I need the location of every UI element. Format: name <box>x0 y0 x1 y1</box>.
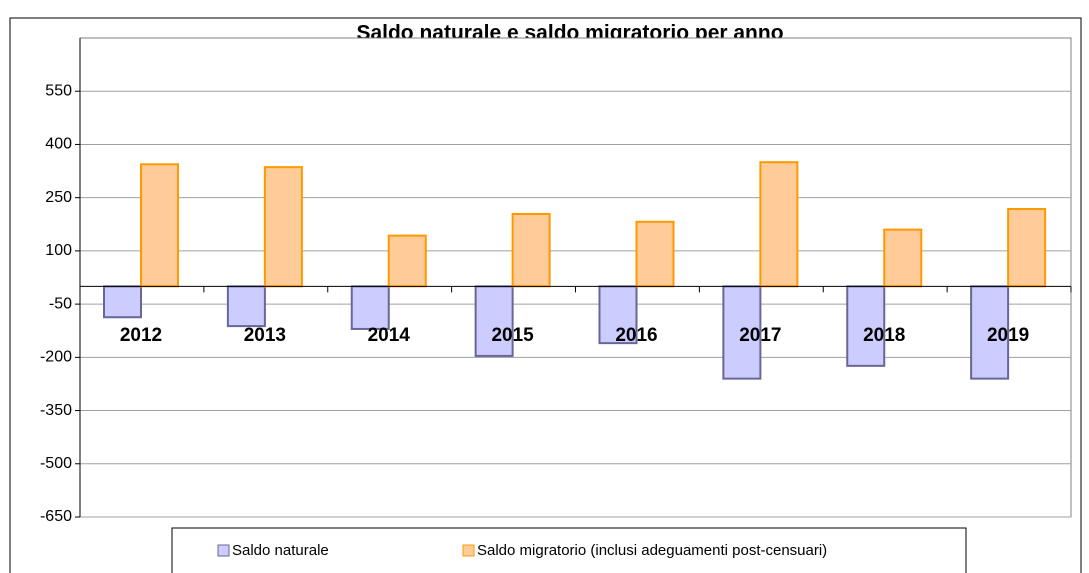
bar <box>598 285 638 345</box>
bar <box>635 220 675 288</box>
y-tick-label: -200 <box>40 349 72 366</box>
plot-area <box>79 37 1072 518</box>
y-tick-label: 550 <box>45 82 72 99</box>
x-tick-label: 2016 <box>615 325 657 346</box>
bar <box>846 285 886 367</box>
bar <box>474 285 514 357</box>
legend-swatch <box>462 544 475 557</box>
x-tick-label: 2017 <box>739 325 781 346</box>
legend-swatch <box>217 544 230 557</box>
y-tick-label: -350 <box>40 402 72 419</box>
bar <box>722 285 762 380</box>
bar <box>350 285 390 330</box>
x-tick-label: 2019 <box>987 325 1029 346</box>
bar <box>970 285 1010 380</box>
bar <box>1007 208 1047 288</box>
x-tick-label: 2013 <box>244 325 286 346</box>
y-tick-label: -50 <box>49 295 72 312</box>
bar <box>263 166 303 288</box>
y-tick-label: 400 <box>45 136 72 153</box>
legend <box>171 527 967 573</box>
y-tick-label: 100 <box>45 242 72 259</box>
x-tick-label: 2014 <box>368 325 411 346</box>
legend-label: Saldo naturale <box>232 542 329 559</box>
x-tick-label: 2015 <box>491 325 534 346</box>
y-tick-label: 250 <box>45 189 72 206</box>
bar <box>387 234 427 288</box>
x-tick-label: 2012 <box>120 325 162 346</box>
bar <box>511 212 551 288</box>
bar <box>883 228 923 288</box>
bar <box>759 161 799 288</box>
y-tick-label: -500 <box>40 455 72 472</box>
legend-label: Saldo migratorio (inclusi adeguamenti po… <box>477 542 827 559</box>
bar <box>140 163 179 288</box>
bar <box>226 285 266 328</box>
y-tick-label: -650 <box>40 508 72 525</box>
x-tick-label: 2018 <box>863 325 905 346</box>
bar <box>103 285 142 319</box>
